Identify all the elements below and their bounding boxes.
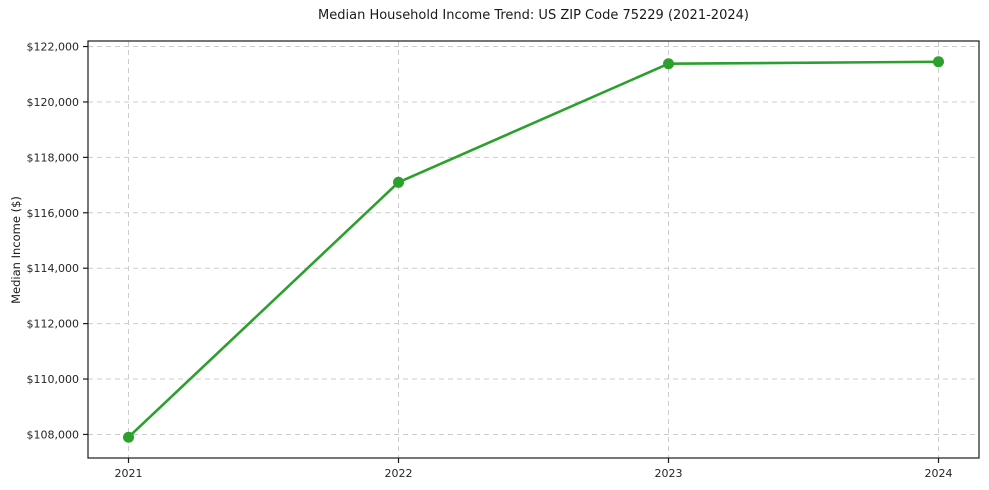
x-tick-label: 2023	[655, 467, 683, 480]
chart-title: Median Household Income Trend: US ZIP Co…	[318, 8, 749, 23]
y-tick-label: $112,000	[27, 318, 80, 331]
data-point	[663, 58, 674, 70]
data-line	[127, 60, 940, 439]
x-tick-label: 2021	[115, 467, 143, 480]
data-point	[933, 56, 944, 68]
x-tick-label: 2022	[385, 467, 413, 480]
y-tick-label: $122,000	[27, 41, 80, 54]
data-point	[123, 431, 134, 443]
y-tick-label: $116,000	[27, 207, 80, 220]
y-tick-label: $110,000	[27, 373, 80, 386]
y-tick-label: $118,000	[27, 151, 80, 164]
axes-box	[87, 40, 980, 459]
data-point	[393, 176, 404, 188]
x-tick-label: 2024	[925, 467, 953, 480]
y-tick-label: $120,000	[27, 96, 80, 109]
y-tick-label: $108,000	[27, 428, 80, 441]
y-tick-label: $114,000	[27, 262, 80, 275]
